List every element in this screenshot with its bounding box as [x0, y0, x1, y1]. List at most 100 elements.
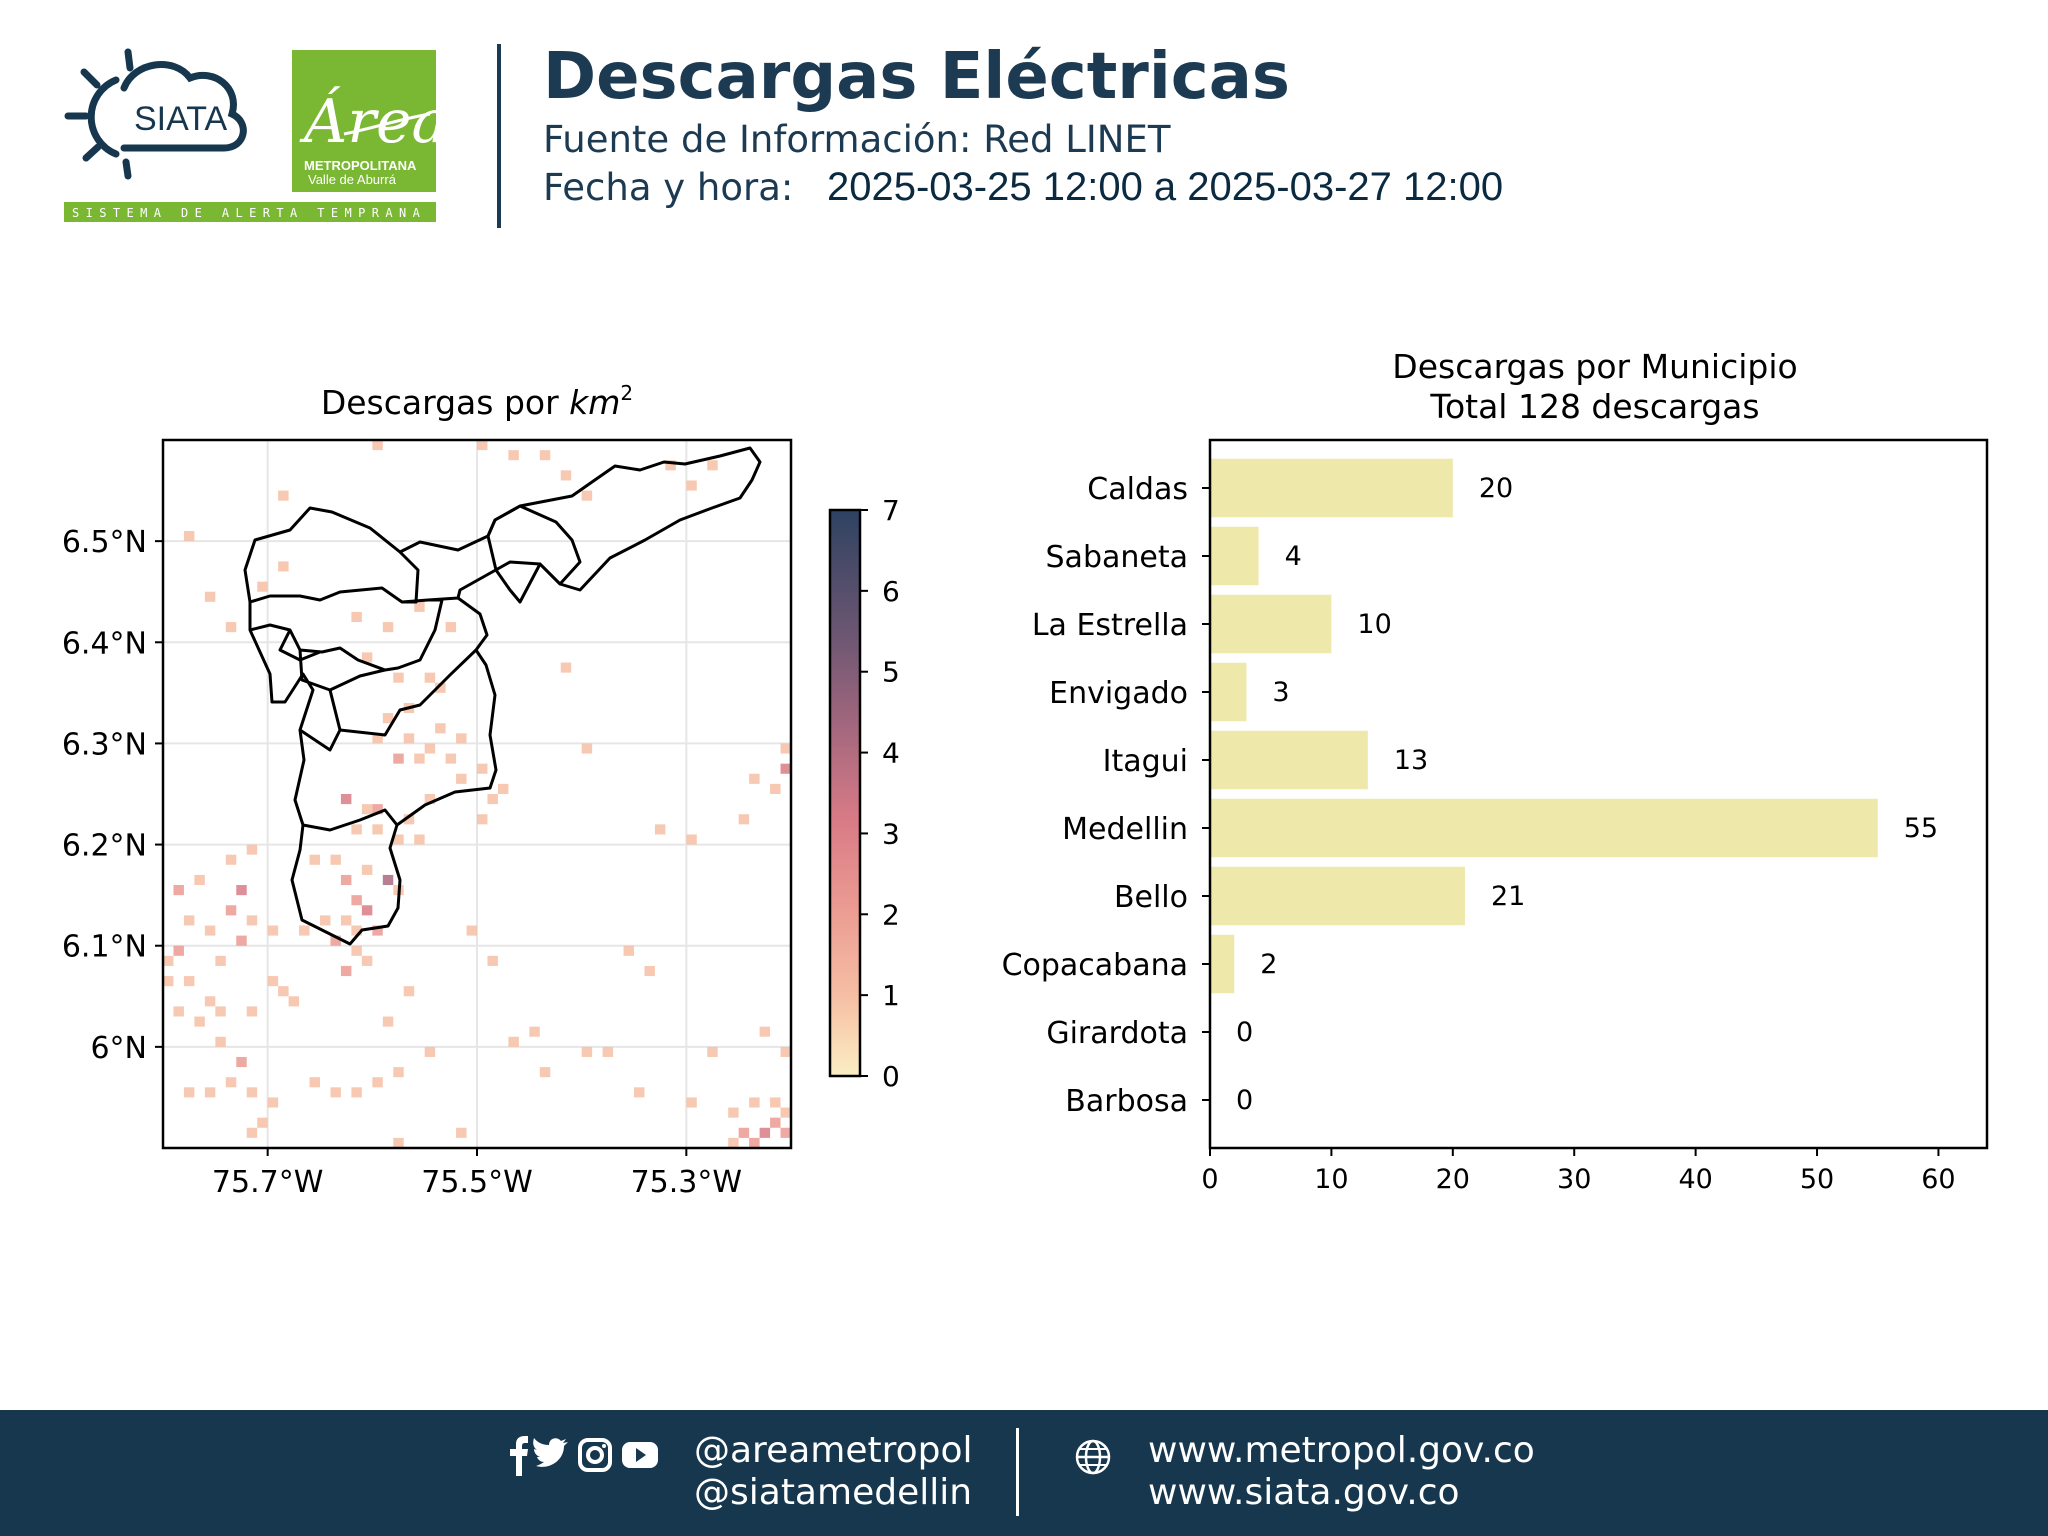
heatmap-cell	[183, 915, 195, 926]
heatmap-cell	[183, 1087, 195, 1098]
page-title: Descargas Eléctricas	[543, 40, 1290, 114]
heatmap-cell	[738, 1127, 750, 1138]
website-link-metropol[interactable]: www.metropol.gov.co	[1148, 1430, 1535, 1471]
heatmap-cell	[340, 794, 352, 805]
bar-x-ticks: 0 10 20 30 40 50 60	[1201, 1148, 1956, 1195]
logo-tagline: SISTEMA DE ALERTA TEMPRANA	[72, 206, 426, 220]
bar-data-label: 3	[1272, 677, 1289, 708]
colorbar-tick-label: 3	[882, 817, 900, 850]
heatmap-cell	[791, 774, 801, 784]
logo-area-text: Área	[299, 86, 436, 157]
logo-siata-text: SIATA	[134, 100, 228, 138]
heatmap-cell	[770, 1097, 781, 1108]
heatmap-cell	[393, 1067, 404, 1078]
heatmap-cell	[487, 955, 498, 966]
bar-category-label: Girardota	[1046, 1016, 1188, 1051]
heatmap-cell	[163, 955, 174, 966]
heatmap-cell	[414, 753, 425, 764]
heatmap-cell	[257, 1117, 268, 1128]
map-cells	[163, 440, 801, 1148]
heatmap-cell	[456, 733, 467, 744]
instagram-icon[interactable]	[578, 1438, 612, 1472]
heatmap-cell	[340, 915, 352, 926]
heatmap-cell	[246, 844, 258, 855]
map-y-tick-label: 6.4°N	[62, 626, 147, 661]
heatmap-cell	[728, 1107, 739, 1118]
bar-category-label: Medellin	[1062, 812, 1188, 847]
bar-x-tick-label: 60	[1921, 1164, 1955, 1195]
heatmap-cell	[424, 794, 436, 805]
bar-x-tick-label: 20	[1436, 1164, 1470, 1195]
bar-category-labels: Caldas Sabaneta La Estrella Envigado Itagui M…	[1002, 472, 1210, 1119]
bar	[1210, 594, 1332, 654]
heatmap-cell	[320, 915, 331, 926]
heatmap-cell	[173, 1006, 184, 1017]
social-icons	[510, 1436, 658, 1476]
bar-x-tick-label: 40	[1678, 1164, 1712, 1195]
footer	[0, 1410, 2048, 1536]
heatmap-cell	[749, 773, 760, 784]
bar-data-label: 0	[1236, 1017, 1253, 1048]
heatmap-cell	[215, 1006, 226, 1017]
heatmap-cell	[403, 986, 415, 997]
heatmap-cell	[330, 1087, 341, 1098]
facebook-icon[interactable]	[510, 1436, 528, 1476]
heatmap-cell	[351, 1087, 362, 1098]
heatmap-cell	[236, 1056, 247, 1068]
source-line: Fuente de Información: Red LINET	[543, 118, 1171, 161]
social-handle-siatamedellin[interactable]: @siatamedellin	[694, 1472, 973, 1513]
sun-icon	[64, 48, 134, 180]
heatmap-cell	[372, 440, 383, 451]
heatmap-cell	[361, 652, 373, 663]
bar-category-label: Caldas	[1087, 472, 1188, 507]
heatmap-cell	[508, 1036, 519, 1047]
heatmap-cell	[686, 1097, 697, 1108]
heatmap-cell	[361, 955, 373, 966]
heatmap-cell	[403, 733, 415, 744]
heatmap-cell	[204, 996, 216, 1007]
heatmap-cell	[382, 1016, 394, 1027]
heatmap-cell	[581, 743, 593, 754]
cloud-icon	[120, 61, 247, 152]
heatmap-cell	[770, 1117, 781, 1128]
colorbar-tick-label: 0	[882, 1060, 900, 1093]
heatmap-cell	[634, 1087, 645, 1098]
map-y-tick-label: 6.2°N	[62, 829, 147, 864]
colorbar-tick-label: 5	[882, 656, 900, 689]
colorbar-tick-label: 6	[882, 575, 900, 608]
heatmap-cell	[393, 753, 404, 764]
area-metropolitana-logo: Área METROPOLITANA Valle de Aburrá	[292, 50, 436, 192]
heatmap-cell	[372, 925, 383, 936]
website-link-siata[interactable]: www.siata.gov.co	[1148, 1472, 1460, 1513]
heatmap-cell	[246, 1127, 258, 1138]
heatmap-cell	[529, 1026, 540, 1037]
social-handle-areametropol[interactable]: @areametropol	[694, 1430, 973, 1471]
heatmap-cell	[351, 895, 362, 906]
heatmap-cell	[539, 1067, 551, 1078]
youtube-icon[interactable]	[622, 1442, 658, 1468]
heatmap-cell	[393, 672, 404, 683]
heatmap-cell	[738, 814, 750, 825]
heatmap-cell	[728, 1137, 739, 1148]
globe-icon	[1075, 1439, 1111, 1475]
bar-data-label: 55	[1904, 813, 1938, 844]
bar-data-label: 10	[1357, 609, 1391, 640]
bar-data-label: 13	[1394, 745, 1428, 776]
bar-category-label: Bello	[1114, 880, 1188, 915]
heatmap-cell	[309, 1077, 320, 1088]
map-title-unit: km	[569, 383, 620, 422]
heatmap-cell	[204, 591, 216, 602]
heatmap-cell	[456, 773, 467, 784]
heatmap-cell	[382, 874, 394, 886]
siata-logo: SIATA	[64, 48, 247, 180]
heatmap-cell	[225, 1077, 237, 1088]
heatmap-cell	[183, 976, 195, 987]
twitter-icon[interactable]	[533, 1438, 568, 1467]
colorbar	[828, 508, 862, 1078]
heatmap-cell	[225, 905, 237, 916]
heatmap-cell	[183, 531, 195, 542]
map-x-tick-label: 75.3°W	[631, 1165, 742, 1200]
logo-area-sub1: METROPOLITANA	[304, 158, 417, 173]
heatmap-cell	[173, 885, 184, 896]
